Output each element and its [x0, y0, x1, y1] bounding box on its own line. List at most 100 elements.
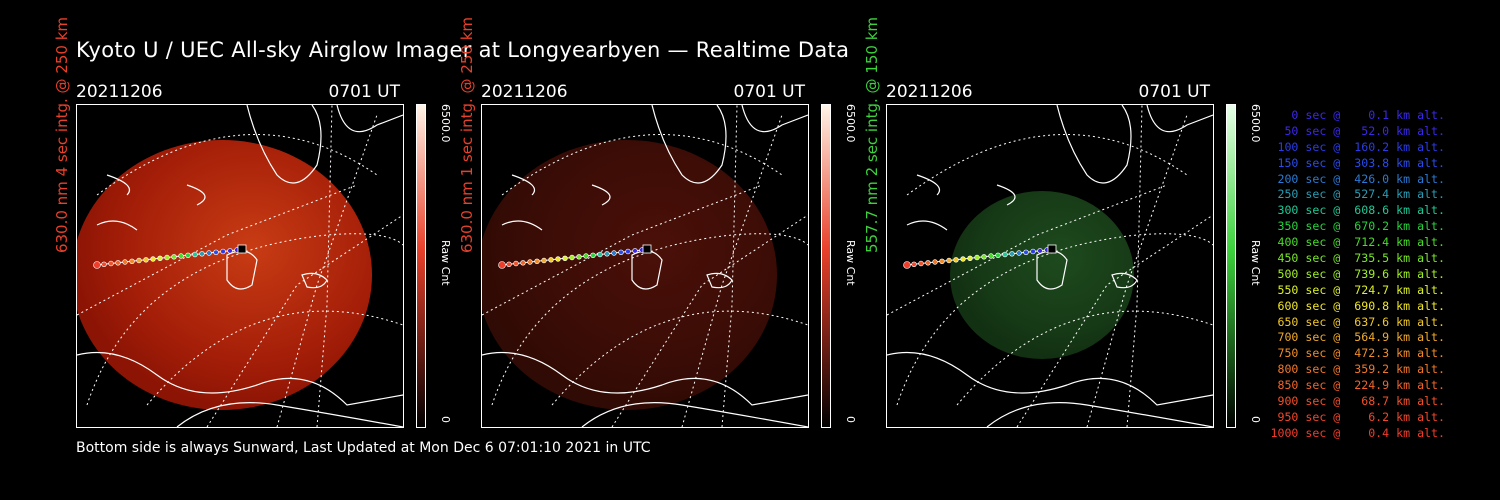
legend-entry: 850 sec @ 224.9 km alt. — [1270, 378, 1445, 393]
meridian — [887, 184, 1168, 316]
meridian — [1016, 214, 1213, 427]
panel-date: 20211206 — [481, 82, 568, 102]
track-point — [604, 251, 610, 257]
track-point — [953, 257, 959, 263]
coastline-greenland — [246, 105, 403, 184]
map-canvas — [77, 105, 403, 427]
coastline-franz-josef — [1111, 272, 1138, 289]
track-point — [981, 254, 987, 260]
track-point — [136, 257, 142, 264]
track-point — [527, 259, 533, 265]
coastline-baltic — [986, 402, 1213, 427]
legend-entry: 500 sec @ 739.6 km alt. — [1270, 266, 1445, 281]
meridian — [77, 184, 358, 316]
legend-entry: 300 sec @ 608.6 km alt. — [1270, 203, 1445, 218]
panel-date: 20211206 — [76, 82, 163, 102]
map-canvas — [482, 105, 808, 427]
track-point — [555, 256, 561, 262]
meridian — [1126, 105, 1143, 427]
legend-entry: 100 sec @ 160.2 km alt. — [1270, 139, 1445, 154]
colorbar-max: 6500.0 — [439, 104, 452, 143]
meridian — [482, 184, 763, 316]
legend-entry: 550 sec @ 724.7 km alt. — [1270, 282, 1445, 297]
track-point — [1002, 251, 1008, 258]
allsky-image-map — [886, 104, 1214, 428]
track-point — [178, 253, 184, 259]
imager-panel-630-4s: 20211206 0701 UT 630.0 nm 4 sec intg. @ … — [53, 17, 486, 440]
station-marker — [642, 244, 652, 254]
legend-entry: 700 sec @ 564.9 km alt. — [1270, 330, 1445, 345]
track-point — [967, 255, 973, 262]
legend-entry: 900 sec @ 68.7 km alt. — [1270, 394, 1445, 409]
meridian — [721, 105, 738, 427]
panel-time: 0701 UT — [1138, 82, 1211, 102]
track-point — [227, 248, 233, 254]
colorbar — [1226, 104, 1236, 428]
coastlines — [77, 105, 403, 427]
panel-wavelength-label: 557.7 nm 2 sec intg. @ 150 km — [863, 16, 881, 254]
legend-entry: 600 sec @ 690.8 km alt. — [1270, 298, 1445, 313]
track-point — [569, 254, 575, 261]
allsky-image-map — [481, 104, 809, 428]
panel-date: 20211206 — [886, 82, 973, 102]
track-point — [918, 260, 924, 267]
coastline-scandinavia — [887, 351, 1213, 406]
legend-entry: 250 sec @ 527.4 km alt. — [1270, 187, 1445, 202]
track-point — [974, 254, 980, 261]
coastlines — [887, 105, 1213, 427]
track-point — [192, 251, 198, 258]
track-point — [185, 252, 191, 259]
track-point — [1023, 249, 1029, 256]
track-point — [548, 257, 554, 263]
track-point — [939, 258, 945, 265]
latitude-arc — [501, 134, 783, 196]
station-marker — [1047, 244, 1057, 254]
track-point — [129, 258, 135, 265]
track-point — [625, 248, 631, 255]
legend-entry: 150 sec @ 303.8 km alt. — [1270, 155, 1445, 170]
legend-entry: 650 sec @ 637.6 km alt. — [1270, 314, 1445, 329]
track-point — [150, 256, 156, 262]
station-marker — [237, 244, 247, 254]
track-point — [143, 257, 149, 263]
track-point — [171, 254, 177, 260]
coastline-greenland — [651, 105, 808, 184]
track-point — [562, 255, 568, 262]
coastline-islands — [501, 174, 611, 231]
track-point — [597, 251, 603, 258]
coastline-baltic — [581, 402, 808, 427]
panel-wavelength-label: 630.0 nm 4 sec intg. @ 250 km — [53, 16, 71, 254]
imager-panel-557-2s: 20211206 0701 UT 557.7 nm 2 sec intg. @ … — [863, 17, 1296, 440]
latitude-arc — [906, 134, 1188, 196]
coastline-greenland — [1056, 105, 1213, 184]
graticule — [77, 105, 403, 427]
track-point — [157, 255, 163, 262]
colorbar — [821, 104, 831, 428]
track-point — [988, 253, 994, 259]
colorbar-label: Raw Cnt — [439, 240, 452, 286]
track-point — [1016, 250, 1022, 256]
map-canvas — [887, 105, 1213, 427]
panel-time: 0701 UT — [328, 82, 401, 102]
imager-panel-630-1s: 20211206 0701 UT 630.0 nm 1 sec intg. @ … — [458, 17, 891, 440]
track-point — [903, 261, 911, 269]
colorbar-max: 6500.0 — [844, 104, 857, 143]
colorbar-label: Raw Cnt — [844, 240, 857, 286]
colorbar-label: Raw Cnt — [1249, 240, 1262, 286]
track-point — [108, 260, 114, 267]
legend-entry: 800 sec @ 359.2 km alt. — [1270, 362, 1445, 377]
footer-status: Bottom side is always Sunward, Last Upda… — [76, 440, 651, 456]
colorbar-min: 0 — [1249, 416, 1262, 423]
track-point — [960, 256, 966, 262]
track-point — [932, 259, 938, 265]
track-point — [995, 252, 1001, 259]
track-point — [213, 249, 219, 256]
track-point — [101, 261, 107, 268]
track-point — [1037, 248, 1043, 254]
legend-entry: 950 sec @ 6.2 km alt. — [1270, 409, 1445, 424]
track-point — [611, 250, 617, 256]
page-title: Kyoto U / UEC All-sky Airglow Imager at … — [76, 38, 850, 62]
track-point — [513, 260, 519, 267]
track-point — [220, 248, 226, 255]
meridian — [206, 214, 403, 427]
